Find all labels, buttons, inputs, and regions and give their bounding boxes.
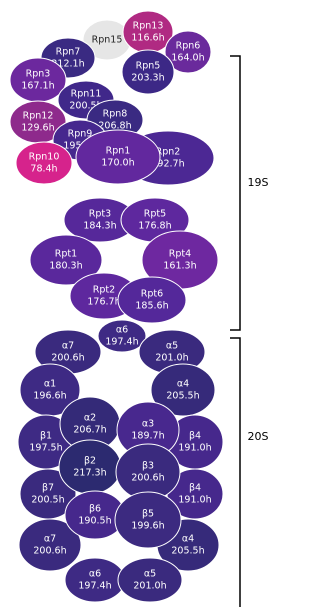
half-life: 170.0h	[101, 158, 134, 169]
bracket-20s	[230, 338, 240, 607]
subunit-name: Rpn11	[71, 89, 102, 100]
subunit-name: β4	[189, 483, 201, 494]
half-life: 200.6h	[33, 546, 66, 557]
half-life: 190.5h	[78, 516, 111, 527]
subunit-name: β3	[142, 461, 154, 472]
subunit-name: α2	[84, 413, 96, 424]
half-life: 176.7h	[87, 297, 120, 308]
half-life: 176.8h	[138, 221, 171, 232]
subunit-name: Rpn15	[92, 35, 123, 46]
subunit-name: α7	[62, 341, 74, 352]
subunit-name: Rpn8	[103, 109, 128, 120]
half-life: 184.3h	[83, 221, 116, 232]
bracket-label: 20S	[248, 430, 269, 443]
subunit: Rpt6185.6h	[118, 277, 186, 323]
half-life: 196.6h	[33, 391, 66, 402]
bracket-19s	[230, 56, 240, 330]
half-life: 116.6h	[131, 33, 164, 44]
subunit-name: Rpn7	[56, 47, 81, 58]
subunit-name: Rpn12	[23, 111, 54, 122]
half-life: 197.5h	[29, 443, 62, 454]
subunit-name: α5	[166, 341, 178, 352]
subunit-name: β2	[84, 456, 96, 467]
half-life: 161.3h	[163, 261, 196, 272]
half-life: 205.5h	[166, 391, 199, 402]
subunit-name: α7	[44, 534, 56, 545]
subunit: α6197.4h	[65, 558, 125, 602]
half-life: 203.3h	[131, 73, 164, 84]
subunit-name: α1	[44, 379, 56, 390]
half-life: 191.0h	[178, 495, 211, 506]
half-life: 217.3h	[73, 468, 106, 479]
subunit-name: α5	[144, 569, 156, 580]
subunit-name: α4	[182, 534, 194, 545]
subunit-name: Rpt5	[144, 209, 166, 220]
half-life: 201.0h	[133, 581, 166, 592]
subunit-name: Rpn3	[26, 69, 51, 80]
subunit-name: Rpn1	[106, 146, 131, 157]
subunit-name: β6	[89, 504, 101, 515]
subunit-name: Rpt2	[93, 285, 115, 296]
half-life: 167.1h	[21, 81, 54, 92]
half-life: 201.0h	[155, 353, 188, 364]
half-life: 189.7h	[131, 431, 164, 442]
subunit-name: Rpt6	[141, 289, 163, 300]
subunit-name: Rpn10	[29, 152, 60, 163]
half-life: 164.0h	[171, 53, 204, 64]
half-life: 206.7h	[73, 425, 106, 436]
subunit-name: Rpt4	[169, 249, 191, 260]
half-life: 185.6h	[135, 301, 168, 312]
subunit-name: Rpn13	[133, 21, 164, 32]
subunit-name: α4	[177, 379, 189, 390]
half-life: 200.6h	[131, 473, 164, 484]
half-life: 180.3h	[49, 261, 82, 272]
subunit-name: Rpt1	[55, 249, 77, 260]
half-life: 197.4h	[78, 581, 111, 592]
half-life: 129.6h	[21, 123, 54, 134]
brackets: 19S 20S	[230, 56, 269, 607]
subunit-name: Rpn5	[136, 61, 161, 72]
subunit: Rpn1078.4h	[16, 142, 72, 184]
subunit-name: β7	[42, 483, 54, 494]
subunit-name: α3	[142, 419, 154, 430]
subunit-name: β5	[142, 509, 154, 520]
half-life: 200.5h	[31, 495, 64, 506]
half-life: 200.6h	[51, 353, 84, 364]
half-life: 78.4h	[30, 164, 57, 175]
subunit-name: α6	[116, 325, 128, 336]
half-life: 205.5h	[171, 546, 204, 557]
subunit-name: α6	[89, 569, 101, 580]
subunit-name: Rpn6	[176, 41, 201, 52]
subunit-name: β4	[189, 431, 201, 442]
half-life: 197.4h	[105, 337, 138, 348]
half-life: 199.6h	[131, 521, 164, 532]
subunit-name: Rpt3	[89, 209, 111, 220]
bracket-label: 19S	[248, 176, 269, 189]
subunit-name: β1	[40, 431, 52, 442]
half-life: 191.0h	[178, 443, 211, 454]
